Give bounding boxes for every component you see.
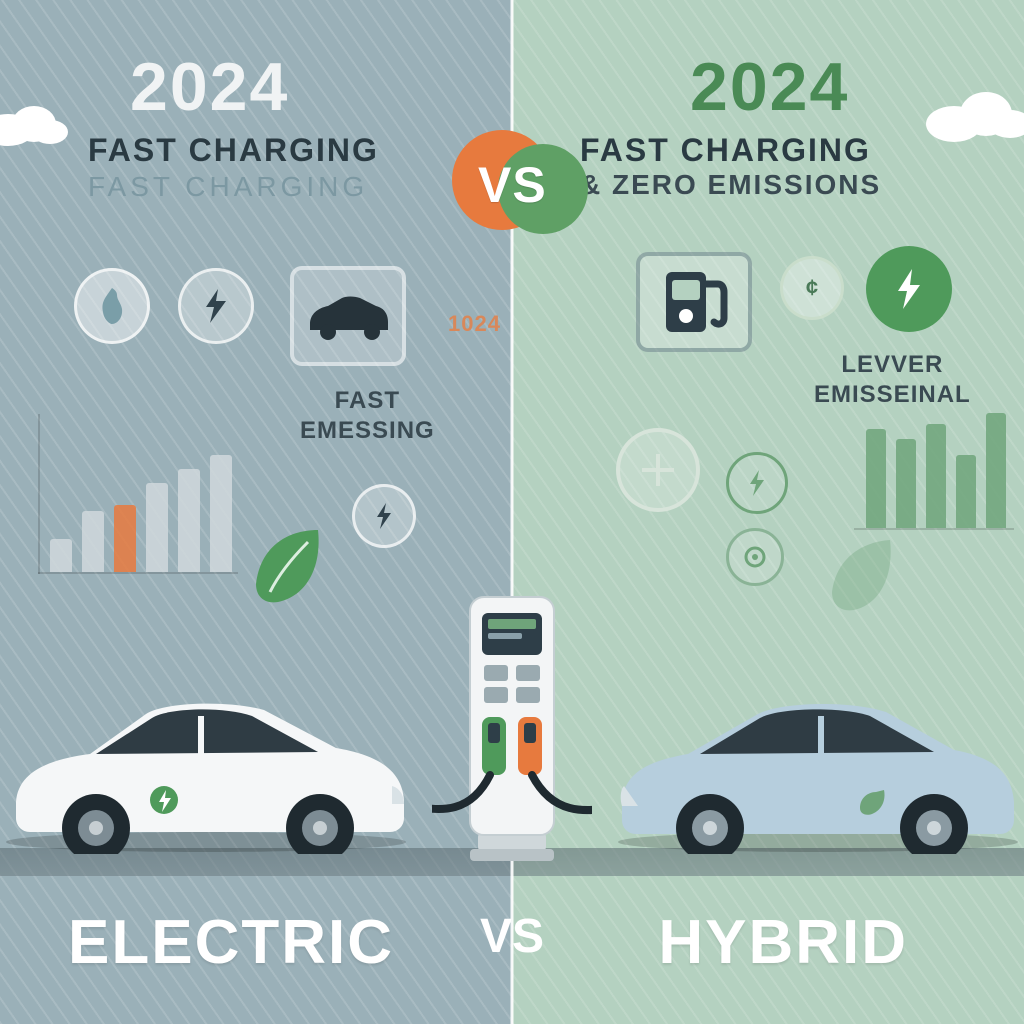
car-silhouette-tile <box>290 266 406 366</box>
year-right: 2024 <box>690 48 849 126</box>
footer-vs-label: VS <box>480 909 544 964</box>
tagline-left-ghost: FAST CHARGING <box>88 171 379 203</box>
flame-icon <box>74 268 150 344</box>
electric-car-illustration <box>0 674 416 854</box>
leaf-icon <box>246 520 336 610</box>
bolt-small-icon <box>352 484 416 548</box>
svg-text:¢: ¢ <box>806 275 818 300</box>
gear-green-icon <box>726 528 784 586</box>
plus-icon <box>616 428 700 512</box>
hybrid-car-illustration <box>608 674 1024 854</box>
bolt-outline-green-icon <box>726 452 788 514</box>
left-tile-caption-line1: FAST <box>335 387 400 414</box>
center-year-small: 1024 <box>448 310 501 338</box>
left-tile-caption: FAST EMESSING <box>300 386 435 446</box>
bolt-green-icon <box>866 246 952 332</box>
vs-badge: VS <box>452 130 572 250</box>
currency-icon: ¢ <box>780 256 844 320</box>
tagline-left: FAST CHARGING FAST CHARGING <box>88 132 379 203</box>
footer-electric-label: ELECTRIC <box>68 907 394 978</box>
fuel-pump-tile <box>636 252 752 352</box>
mini-bar-chart-right <box>854 380 1014 530</box>
mini-bar-chart-left <box>38 414 238 574</box>
bolt-icon <box>178 268 254 344</box>
tagline-right: FAST CHARGING & ZERO EMISSIONS <box>580 132 881 201</box>
tagline-right-line1: FAST CHARGING <box>580 132 871 168</box>
footer-hybrid-label: HYBRID <box>658 907 908 978</box>
leaf-faint-icon <box>820 530 908 618</box>
charging-station <box>432 563 592 868</box>
cloud-icon <box>0 98 70 148</box>
tagline-left-text: FAST CHARGING <box>88 132 379 168</box>
year-left: 2024 <box>130 48 289 126</box>
tagline-right-line2: & ZERO EMISSIONS <box>580 169 881 201</box>
right-tile-caption-line1: LEVVER <box>841 351 943 378</box>
vs-text: VS <box>478 156 547 214</box>
infographic-canvas: 2024 2024 FAST CHARGING FAST CHARGING FA… <box>0 0 1024 1024</box>
left-tile-caption-line2: EMESSING <box>300 417 435 444</box>
cloud-icon <box>924 88 1024 144</box>
